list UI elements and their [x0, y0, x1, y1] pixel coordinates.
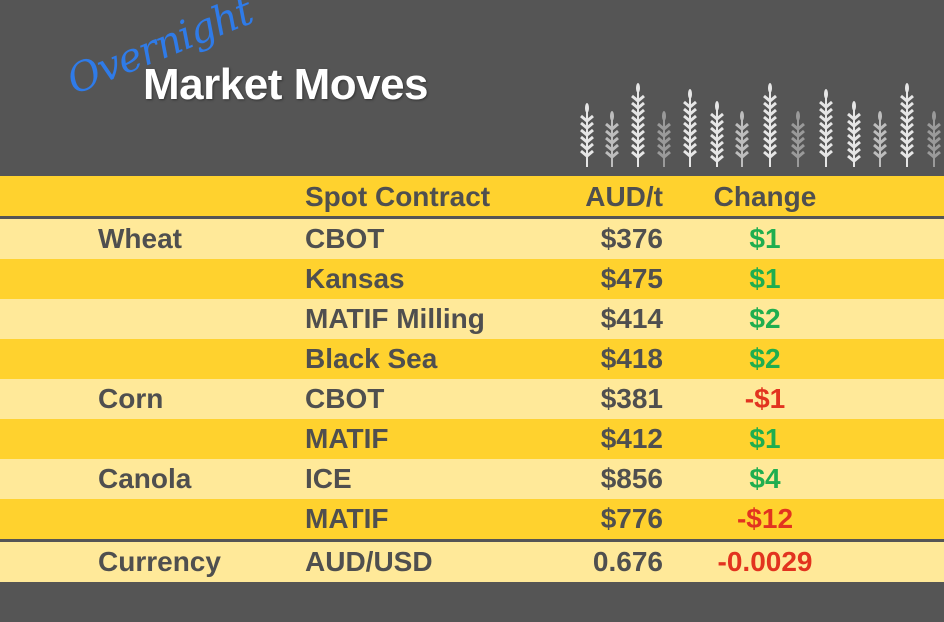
- price-cell: $475: [600, 263, 663, 294]
- price-cell: $418: [600, 343, 663, 374]
- commodity-cell: Corn: [98, 383, 164, 414]
- change-cell: -$12: [736, 503, 794, 534]
- price-cell: $414: [600, 303, 663, 334]
- page-title: Market Moves: [143, 60, 429, 109]
- wheat-stalk-icon: [819, 89, 833, 167]
- table-row: Currency AUD/USD 0.676 -0.0029: [0, 542, 944, 582]
- commodity-cell: Wheat: [98, 223, 182, 254]
- wheat-stalk-icon: [683, 89, 697, 167]
- contract-cell: Black Sea: [305, 343, 438, 374]
- wheat-stalk-icon: [657, 111, 671, 167]
- change-cell: $2: [749, 303, 781, 334]
- change-cell: $2: [749, 343, 781, 374]
- wheat-stalk-icon: [873, 111, 887, 167]
- wheat-stalk-icon: [710, 101, 724, 167]
- table-row: Corn CBOT $381 -$1: [0, 379, 944, 419]
- wheat-stalk-icon: [580, 103, 594, 167]
- wheat-stalk-icon: [791, 111, 805, 167]
- wheat-stalk-icon: [631, 83, 645, 167]
- table-row: MATIF Milling $414 $2: [0, 299, 944, 339]
- wheat-stalk-icon: [735, 111, 749, 167]
- price-cell: $412: [600, 423, 663, 454]
- contract-cell: MATIF: [305, 503, 389, 534]
- table-row: Black Sea $418 $2: [0, 339, 944, 379]
- price-cell: $776: [600, 503, 663, 534]
- wheat-stalk-icon: [900, 83, 914, 167]
- change-cell: $1: [749, 223, 781, 254]
- column-header-change: Change: [713, 181, 817, 212]
- contract-cell: MATIF: [305, 423, 389, 454]
- commodity-cell: Canola: [98, 463, 192, 494]
- change-cell: -$1: [744, 383, 786, 414]
- contract-cell: AUD/USD: [305, 546, 433, 577]
- contract-cell: CBOT: [305, 223, 385, 254]
- change-cell: $4: [749, 463, 781, 494]
- change-cell: $1: [749, 263, 781, 294]
- contract-cell: CBOT: [305, 383, 385, 414]
- table-row: Canola ICE $856 $4: [0, 459, 944, 499]
- price-cell: $381: [600, 383, 663, 414]
- wheat-stalks-icon: [580, 83, 941, 167]
- table-row: Kansas $475 $1: [0, 259, 944, 299]
- table-row: MATIF $412 $1: [0, 419, 944, 459]
- price-cell: $376: [600, 223, 663, 254]
- market-table: Spot Contract AUD/t Change Wheat CBOT $376…: [0, 176, 944, 582]
- column-header-contract: Spot Contract: [305, 181, 491, 212]
- price-cell: $856: [600, 463, 663, 494]
- wheat-stalk-icon: [763, 83, 777, 167]
- contract-cell: MATIF Milling: [305, 303, 485, 334]
- table-header-row: Spot Contract AUD/t Change: [0, 176, 944, 216]
- wheat-stalk-icon: [847, 101, 861, 167]
- wheat-stalk-icon: [927, 111, 941, 167]
- change-cell: -0.0029: [717, 546, 813, 577]
- wheat-stalk-icon: [605, 111, 619, 167]
- banner-header: Overnight Market Moves: [0, 0, 944, 173]
- change-cell: $1: [749, 423, 781, 454]
- contract-cell: ICE: [305, 463, 352, 494]
- table-row: MATIF $776 -$12: [0, 499, 944, 539]
- price-cell: 0.676: [592, 546, 663, 577]
- table-row: Wheat CBOT $376 $1: [0, 219, 944, 259]
- column-header-price: AUD/t: [585, 181, 663, 212]
- commodity-cell: Currency: [98, 546, 221, 577]
- contract-cell: Kansas: [305, 263, 405, 294]
